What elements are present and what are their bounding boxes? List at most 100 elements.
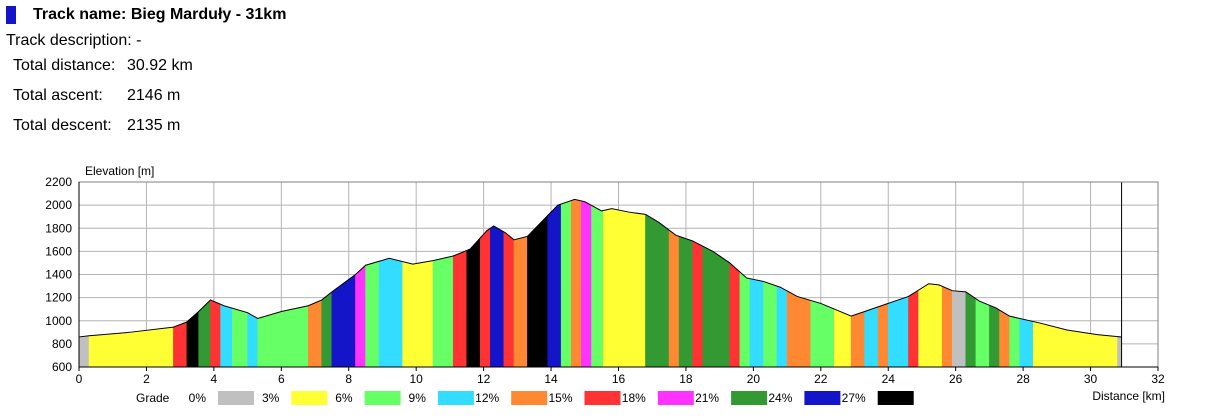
grade-segment: [452, 250, 468, 368]
grade-segment: [307, 299, 323, 368]
stat-value: 2146 m: [127, 87, 181, 104]
x-tick-label: 28: [1016, 372, 1030, 386]
grade-segment: [645, 213, 670, 368]
grade-area: [78, 198, 1122, 368]
grade-segment: [952, 290, 967, 368]
x-tick-label: 16: [612, 372, 626, 386]
grade-segment: [877, 302, 889, 368]
grade-segment: [678, 235, 693, 368]
y-tick-label: 2000: [45, 198, 72, 212]
grade-segment: [776, 285, 788, 368]
grade-segment: [560, 200, 572, 368]
legend-label: 0%: [189, 391, 207, 405]
track-title-row: Track name: Bieg Marduły - 31km: [6, 5, 286, 25]
stat-total-descent: Total descent: 2135 m: [13, 117, 180, 135]
legend-label: 9%: [409, 391, 427, 405]
legend-label: 3%: [262, 391, 280, 405]
grade-segment: [378, 257, 403, 368]
track-description: Track description: -: [6, 32, 142, 49]
grade-segment: [513, 235, 528, 368]
grade-segment: [989, 304, 1000, 368]
grade-segment: [591, 204, 604, 368]
grade-segment: [763, 281, 778, 368]
stat-label: Total ascent:: [13, 87, 103, 104]
x-tick-label: 0: [76, 372, 83, 386]
x-tick-label: 6: [278, 372, 285, 386]
legend-label: 27%: [842, 391, 866, 405]
y-tick-label: 1600: [45, 244, 72, 258]
grade-segment: [232, 307, 248, 368]
grade-segment: [581, 200, 592, 368]
x-tick-label: 26: [949, 372, 963, 386]
x-tick-label: 12: [477, 372, 491, 386]
grade-segment: [887, 296, 909, 368]
grade-segment: [1117, 336, 1122, 368]
grade-segment: [908, 289, 919, 368]
grade-segment: [78, 335, 90, 368]
y-tick-label: 800: [52, 337, 72, 351]
grade-segment: [331, 273, 356, 368]
grade-segment: [786, 290, 812, 368]
grade-segment: [257, 305, 309, 368]
grade-segment: [490, 225, 505, 368]
grade-segment: [503, 231, 515, 368]
grade-segment: [365, 260, 380, 368]
grade-segment: [321, 291, 333, 368]
stat-value: 2135 m: [127, 117, 181, 134]
stat-value: 30.92 km: [127, 57, 193, 74]
legend-label: 24%: [768, 391, 792, 405]
y-axis-label: Elevation [m]: [85, 164, 154, 178]
legend-label: 6%: [335, 391, 353, 405]
legend-swatch: [291, 391, 328, 405]
y-tick-label: 1800: [45, 221, 72, 235]
stat-total-distance: Total distance: 30.92 km: [13, 57, 193, 75]
grade-legend: Grade 0% 3% 6% 9% 12% 15% 18% 21% 24% 27%: [136, 391, 914, 405]
x-tick-label: 20: [747, 372, 761, 386]
legend-swatch: [731, 391, 768, 405]
stat-label: Total descent:: [13, 117, 112, 134]
grade-segment: [547, 203, 562, 368]
grade-segment: [739, 271, 751, 368]
legend-swatch: [804, 391, 841, 405]
legend-swatch: [877, 391, 914, 405]
grade-segment: [999, 309, 1010, 368]
profile-line: [78, 198, 1122, 338]
grade-segment: [173, 321, 188, 368]
grade-segment: [729, 262, 741, 368]
grade-segment: [570, 199, 582, 368]
grade-segment: [466, 237, 481, 368]
grade-segment: [479, 227, 491, 368]
legend-swatch: [657, 391, 694, 405]
y-tick-label: 1200: [45, 291, 72, 305]
x-axis-label: Distance [km]: [1092, 389, 1165, 403]
grade-segment: [941, 285, 953, 368]
x-tick-label: 2: [143, 372, 150, 386]
y-tick-label: 2200: [45, 175, 72, 189]
legend-swatch: [218, 391, 254, 405]
x-tick-label: 8: [345, 372, 352, 386]
legend-label: 18%: [622, 391, 646, 405]
grade-segment: [918, 283, 943, 368]
legend-swatch: [511, 391, 548, 405]
legend-swatch: [437, 391, 474, 405]
grade-segment: [402, 260, 434, 368]
grade-segment: [975, 298, 990, 368]
grade-segment: [834, 308, 852, 368]
legend-label: 21%: [695, 391, 719, 405]
x-tick-label: 18: [679, 372, 693, 386]
x-tick-label: 10: [410, 372, 424, 386]
grade-segment: [432, 255, 454, 368]
grade-segment: [88, 326, 174, 368]
track-title: Track name: Bieg Marduły - 31km: [33, 6, 287, 23]
legend-label: 15%: [548, 391, 572, 405]
grade-segment: [692, 240, 704, 368]
grade-segment: [355, 264, 366, 368]
y-tick-label: 1000: [45, 314, 72, 328]
grade-segment: [749, 278, 764, 368]
grade-segment: [668, 229, 680, 368]
x-tick-label: 30: [1084, 372, 1098, 386]
grade-segment: [247, 312, 259, 368]
grade-segment: [1019, 318, 1034, 368]
